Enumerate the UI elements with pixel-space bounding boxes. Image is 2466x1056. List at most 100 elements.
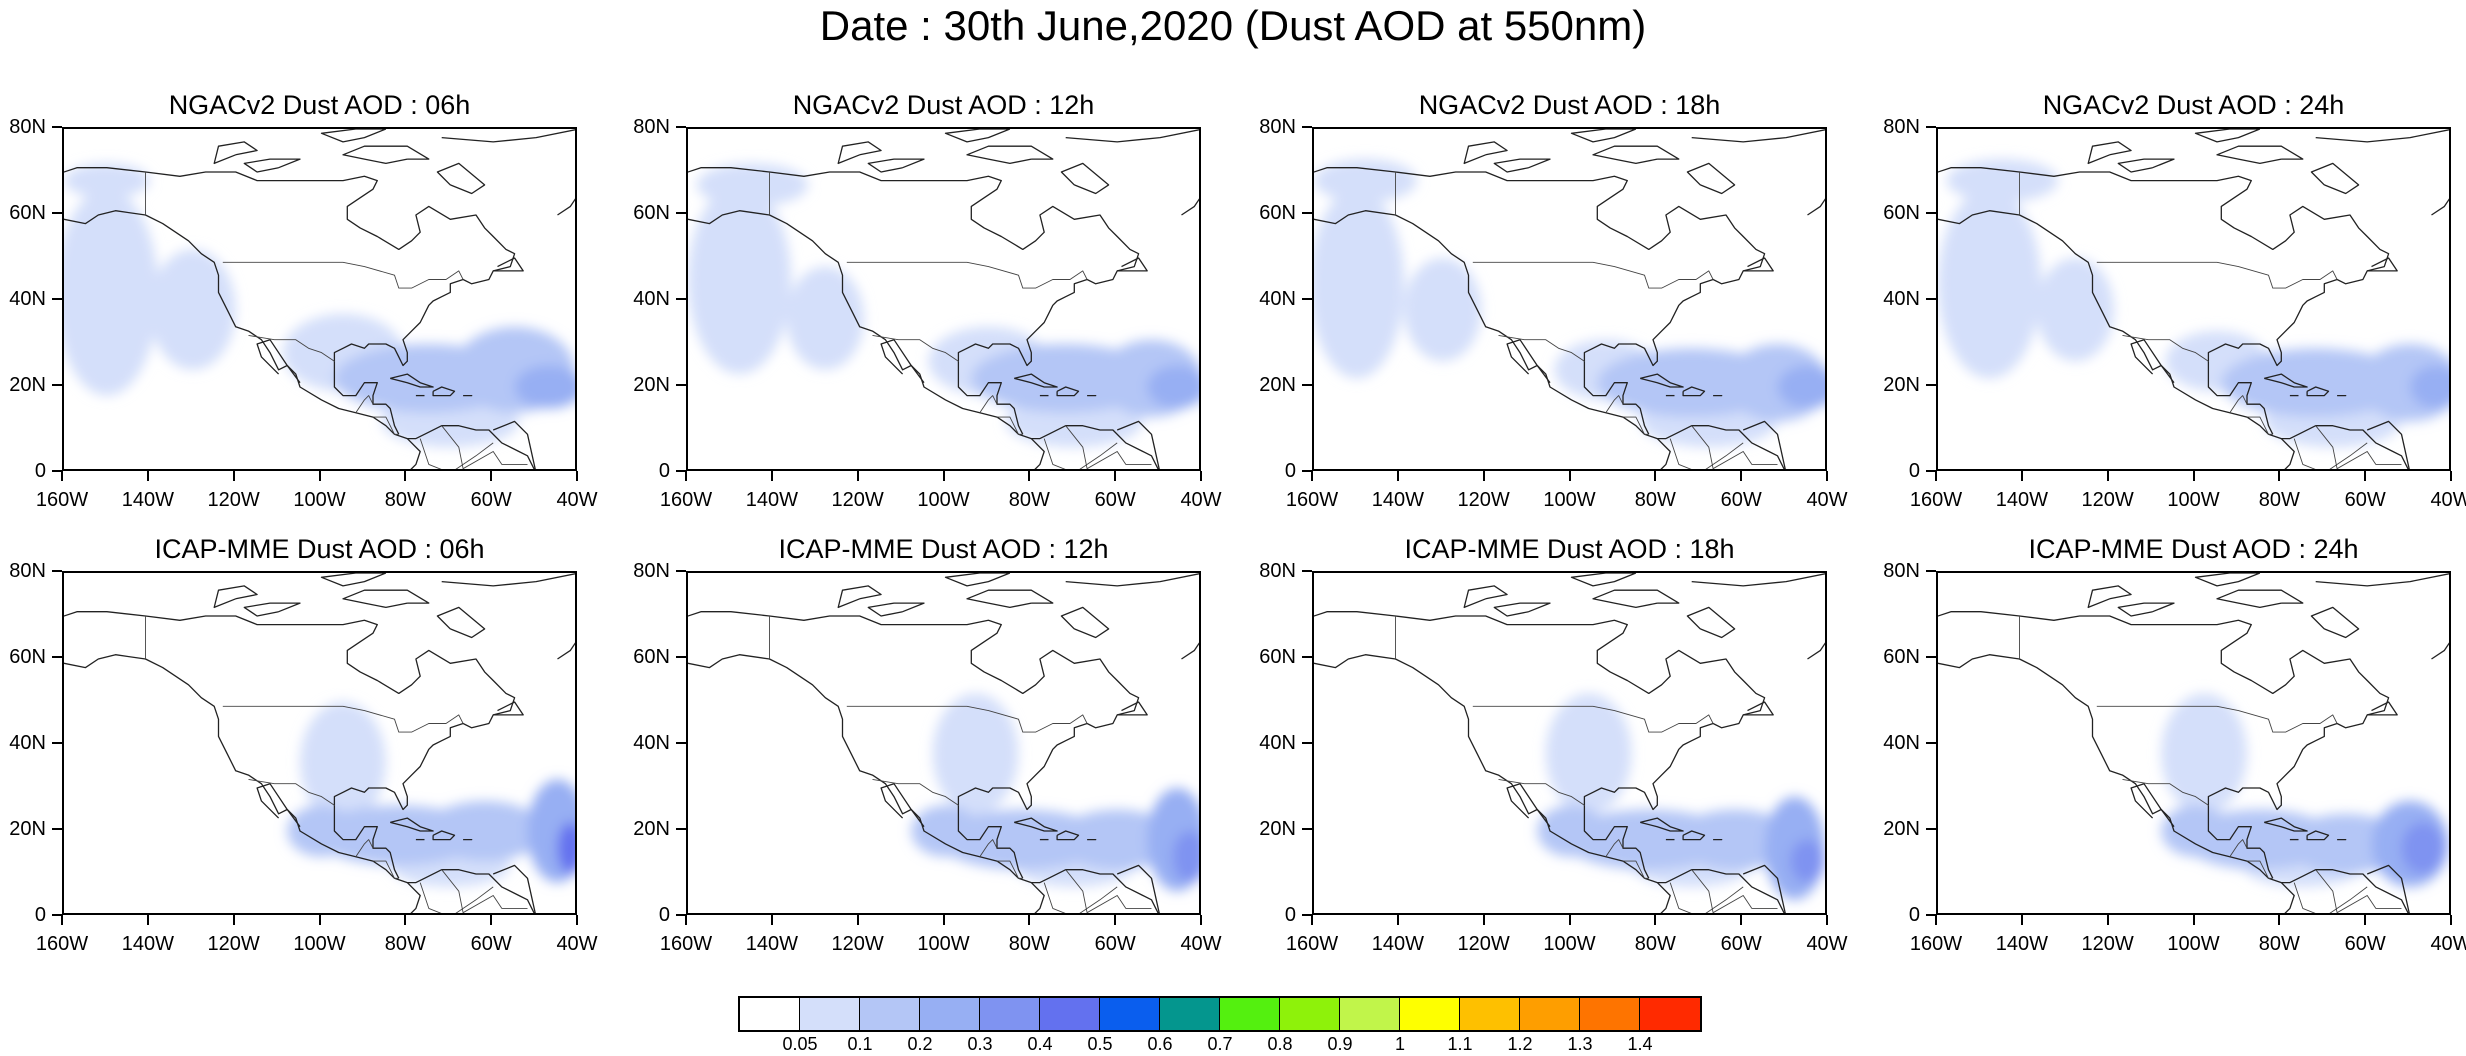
map-panel [1312, 127, 1827, 471]
coastline [1583, 361, 1650, 435]
colorbar-label: 1.4 [1627, 1034, 1653, 1054]
longitude-label: 120W [831, 933, 884, 955]
colorbar-swatch [1220, 998, 1280, 1030]
coastline [944, 129, 1011, 143]
longitude-tick [404, 915, 407, 925]
dust-aod-field [1537, 693, 1825, 900]
coastline [688, 654, 1159, 913]
colorbar-swatch [1460, 998, 1520, 1030]
panel-title: ICAP-MME Dust AOD : 12h [778, 534, 1109, 564]
longitude-label: 100W [917, 933, 970, 955]
coastline [2310, 606, 2360, 639]
colorbar-swatch [860, 998, 920, 1030]
longitude-label: 60W [1720, 933, 1762, 955]
colorbar-swatch [1340, 998, 1400, 1030]
panel-title: NGACv2 Dust AOD : 24h [2042, 90, 2345, 120]
longitude-label: 100W [1543, 933, 1596, 955]
longitude-label: 120W [2081, 489, 2134, 511]
longitude-tick [2450, 471, 2452, 481]
longitude-tick [685, 471, 687, 481]
colorbar-swatch [920, 998, 980, 1030]
latitude-label: 20N [1883, 818, 1920, 840]
latitude-tick [52, 126, 62, 128]
aod-region [696, 163, 809, 207]
longitude-label: 140W [1995, 933, 2048, 955]
latitude-tick [1302, 742, 1312, 744]
coastline [1938, 167, 2390, 367]
coastline [1742, 420, 1786, 469]
longitude-label: 60W [470, 489, 512, 511]
longitude-tick [2020, 915, 2023, 925]
longitude-tick [61, 471, 63, 481]
longitude-label: 40W [1806, 933, 1848, 955]
coastline [493, 701, 524, 716]
dust-aod-field [1938, 159, 2449, 448]
political-border [846, 705, 1088, 733]
panel-title: NGACv2 Dust AOD : 18h [1418, 90, 1721, 120]
aod-region [2161, 693, 2247, 814]
coastline [1682, 386, 1706, 397]
political-border [1605, 839, 1624, 858]
longitude-tick [2192, 471, 2195, 481]
political-border [2229, 395, 2248, 414]
coastline [243, 158, 301, 173]
coastline [342, 589, 430, 609]
aod-region [1545, 693, 1632, 814]
coastline [1592, 589, 1680, 609]
coastline [1938, 210, 2409, 469]
longitude-tick [318, 915, 321, 925]
coastline [1506, 339, 1551, 384]
political-border [979, 839, 998, 858]
aod-region [64, 189, 159, 396]
longitude-label: 140W [1371, 933, 1424, 955]
coastline [1030, 882, 1045, 913]
coastline [1743, 257, 1774, 272]
aod-region [1777, 365, 1825, 409]
colorbar-swatch [1580, 998, 1640, 1030]
political-border [997, 416, 1023, 435]
longitude-tick [1935, 915, 1937, 925]
colorbar-swatch [1160, 998, 1220, 1030]
coastline [320, 129, 387, 143]
longitude-label: 100W [1543, 489, 1596, 511]
dust-aod-field [911, 693, 1199, 892]
coastline [2315, 573, 2449, 587]
coastline [2130, 339, 2175, 384]
coastline [390, 817, 434, 832]
coastline [1640, 817, 1684, 832]
longitude-label: 140W [745, 489, 798, 511]
longitude-tick [1200, 471, 1202, 481]
longitude-label: 160W [1909, 489, 1963, 511]
longitude-tick [856, 471, 859, 481]
latitude-tick [676, 470, 686, 472]
longitude-tick [2106, 471, 2109, 481]
longitude-label: 120W [1457, 933, 1510, 955]
aod-region [287, 805, 356, 857]
latitude-tick [1926, 384, 1936, 386]
dust-aod-field [688, 163, 1199, 448]
coastline [1686, 606, 1736, 639]
political-border [441, 425, 528, 469]
coastline [2130, 783, 2175, 828]
longitude-label: 100W [917, 489, 970, 511]
political-border [373, 860, 399, 879]
map-panel [686, 571, 1201, 915]
longitude-tick [1396, 915, 1399, 925]
political-border [1043, 882, 1118, 913]
coastline [944, 573, 1011, 587]
coastline [492, 420, 536, 469]
coastline [2216, 589, 2304, 609]
longitude-label: 80W [1008, 933, 1050, 955]
latitude-tick [1926, 570, 1936, 572]
aod-region [514, 365, 575, 409]
coastline [441, 129, 575, 143]
latitude-label: 60N [1883, 646, 1920, 668]
longitude-label: 120W [207, 489, 260, 511]
political-border [419, 438, 494, 469]
longitude-label: 40W [1806, 489, 1848, 511]
colorbar-label: 0.8 [1267, 1034, 1293, 1054]
colorbar-label: 0.4 [1027, 1034, 1053, 1054]
coastline [1030, 438, 1045, 469]
political-border [872, 334, 959, 362]
longitude-tick [1935, 471, 1937, 481]
